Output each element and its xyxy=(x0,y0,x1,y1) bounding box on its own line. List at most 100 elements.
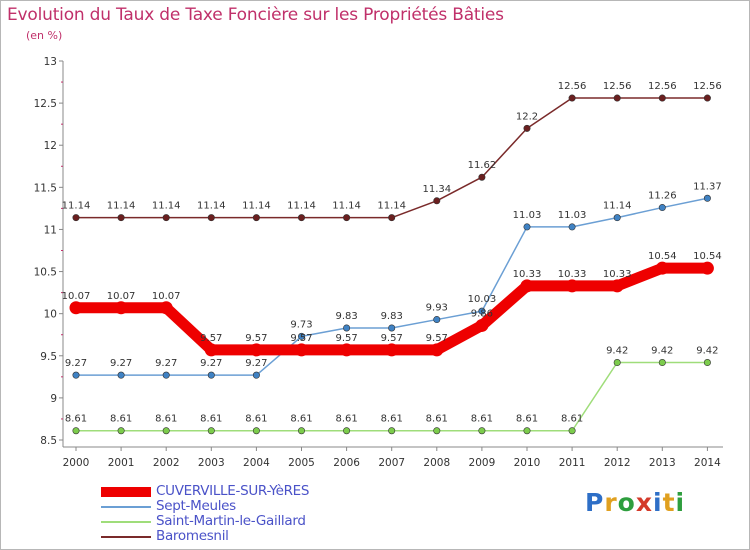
data-label: 9.93 xyxy=(426,303,448,314)
data-point xyxy=(613,359,621,367)
data-label: 12.56 xyxy=(648,81,677,92)
data-point xyxy=(162,371,170,379)
data-label: 11.03 xyxy=(558,210,587,221)
data-label: 9.42 xyxy=(606,346,628,357)
data-point xyxy=(340,343,354,357)
x-tick-label: 2010 xyxy=(514,457,541,469)
data-label: 8.61 xyxy=(471,414,493,425)
data-point xyxy=(658,359,666,367)
data-label: 12.56 xyxy=(603,81,632,92)
data-label: 11.62 xyxy=(468,160,497,171)
data-label: 9.27 xyxy=(110,358,132,369)
data-label: 10.07 xyxy=(107,291,136,302)
data-point xyxy=(610,279,624,293)
data-label: 11.14 xyxy=(107,201,136,212)
data-label: 12.56 xyxy=(558,81,587,92)
data-label: 10.03 xyxy=(468,294,497,305)
data-label: 10.33 xyxy=(513,269,542,280)
data-point xyxy=(117,371,125,379)
data-point xyxy=(478,427,486,435)
data-point xyxy=(523,223,531,231)
data-point xyxy=(72,371,80,379)
data-point xyxy=(117,427,125,435)
x-tick-label: 2005 xyxy=(288,457,315,469)
data-label: 9.57 xyxy=(245,333,267,344)
data-point xyxy=(295,343,308,357)
data-label: 11.14 xyxy=(287,201,316,212)
data-point xyxy=(72,214,80,222)
logo-letter: t xyxy=(662,488,676,517)
legend-item: Sept-Meules xyxy=(101,499,381,514)
data-label: 10.54 xyxy=(693,251,722,262)
x-tick-label: 2000 xyxy=(63,457,90,469)
data-point xyxy=(204,343,218,357)
logo-letter: r xyxy=(604,488,618,517)
data-point xyxy=(388,324,396,332)
data-label: 11.03 xyxy=(513,210,542,221)
x-tick-label: 2002 xyxy=(153,457,180,469)
legend-item: CUVERVILLE-SUR-YèRES xyxy=(101,484,381,499)
data-label: 9.83 xyxy=(381,311,403,322)
data-label: 12.2 xyxy=(516,111,538,122)
data-label: 8.61 xyxy=(65,414,87,425)
legend-label: CUVERVILLE-SUR-YèRES xyxy=(156,483,310,499)
data-label: 9.42 xyxy=(696,346,718,357)
data-point xyxy=(565,279,579,293)
data-label: 9.57 xyxy=(381,333,403,344)
legend-swatch xyxy=(101,535,151,538)
data-label: 8.61 xyxy=(290,414,312,425)
data-point xyxy=(475,318,489,332)
data-label: 8.61 xyxy=(200,414,222,425)
data-label: 10.33 xyxy=(603,269,632,280)
data-point xyxy=(252,427,260,435)
data-point xyxy=(523,124,531,132)
x-tick-label: 2014 xyxy=(694,457,721,469)
legend-item: Baromesnil xyxy=(101,529,381,544)
legend-item: Saint-Martin-le-Gaillard xyxy=(101,514,381,529)
data-point xyxy=(430,343,444,357)
data-label: 11.14 xyxy=(197,201,226,212)
data-point xyxy=(433,316,441,324)
x-tick-label: 2006 xyxy=(333,457,360,469)
data-label: 9.83 xyxy=(335,311,357,322)
data-point xyxy=(207,214,215,222)
logo-letter: i xyxy=(653,488,663,517)
data-label: 9.57 xyxy=(290,333,312,344)
data-point xyxy=(568,427,576,435)
data-label: 8.61 xyxy=(516,414,538,425)
data-label: 11.14 xyxy=(332,201,361,212)
data-label: 11.37 xyxy=(693,181,722,192)
data-label: 9.57 xyxy=(426,333,448,344)
unit-label: (en %) xyxy=(26,29,63,42)
logo-letter: P xyxy=(585,488,605,517)
x-tick-label: 2012 xyxy=(604,457,631,469)
data-label: 11.14 xyxy=(62,201,91,212)
data-label: 9.86 xyxy=(471,308,493,319)
legend: CUVERVILLE-SUR-YèRES Sept-Meules Saint-Mar… xyxy=(101,484,381,544)
data-point xyxy=(343,427,351,435)
data-point xyxy=(478,173,486,181)
data-label: 8.61 xyxy=(426,414,448,425)
data-point xyxy=(297,214,305,222)
x-tick-label: 2009 xyxy=(469,457,496,469)
data-point xyxy=(613,214,621,222)
logo-letter: o xyxy=(617,488,636,517)
logo-letter: i xyxy=(675,488,686,517)
data-point xyxy=(433,197,441,205)
data-point xyxy=(703,359,711,367)
data-label: 11.14 xyxy=(377,201,406,212)
data-point xyxy=(568,94,576,102)
data-label: 8.61 xyxy=(155,414,177,425)
data-label: 9.27 xyxy=(155,358,177,369)
y-tick-label: 12 xyxy=(44,140,57,152)
data-label: 11.26 xyxy=(648,191,677,202)
data-label: 10.33 xyxy=(558,269,587,280)
data-point xyxy=(249,343,263,357)
x-tick-label: 2011 xyxy=(559,457,586,469)
x-tick-label: 2013 xyxy=(649,457,676,469)
data-point xyxy=(114,301,128,315)
data-point xyxy=(613,94,621,102)
x-tick-label: 2003 xyxy=(198,457,225,469)
data-label: 8.61 xyxy=(381,414,403,425)
